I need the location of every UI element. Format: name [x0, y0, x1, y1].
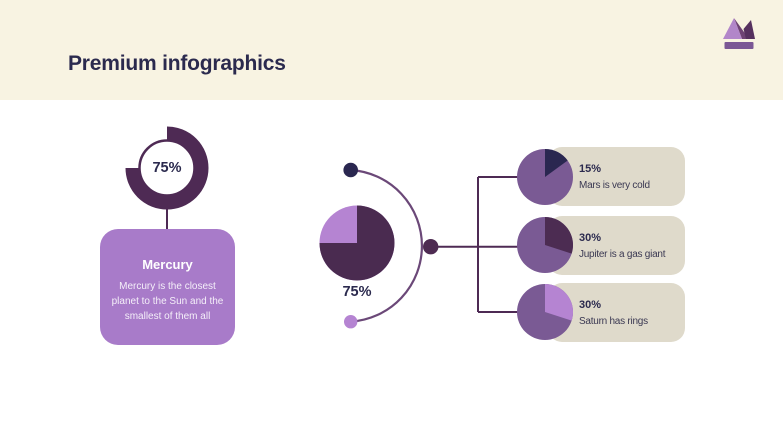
pie-wedge — [545, 284, 573, 321]
pie-wedge — [545, 217, 573, 254]
mercury-donut-chart — [125, 126, 209, 210]
planet-pie-icon-jupiter — [517, 217, 573, 273]
planet-description: Saturn has rings — [579, 315, 648, 327]
planet-pie-icon-saturn — [517, 284, 573, 340]
page-title: Premium infographics — [68, 52, 286, 75]
flow-dot-middle — [423, 239, 439, 255]
mercury-connector-line — [165, 209, 168, 230]
mercury-card-description: Mercury is the closest planet to the Sun… — [111, 281, 224, 322]
mercury-card-title: Mercury — [142, 257, 193, 272]
flow-dot-bottom — [344, 315, 358, 329]
percent-label: 30% — [579, 231, 602, 244]
percent-label: 30% — [579, 298, 602, 311]
planet-description: Mars is very cold — [579, 179, 650, 191]
flow-arc — [350, 168, 424, 323]
donut-progress-arc — [125, 126, 209, 210]
pie-wedge — [545, 149, 568, 177]
percent-label: 15% — [579, 162, 602, 175]
center-pie-chart — [319, 205, 395, 281]
crown-icon — [723, 18, 755, 49]
planet-pie-icon-mars — [517, 149, 573, 205]
planet-description: Jupiter is a gas giant — [579, 248, 666, 260]
center-pie-percent-label: 75% — [342, 284, 372, 300]
mercury-card: Mercury Mercury is the closest planet to… — [100, 229, 235, 345]
flow-dot-top — [343, 162, 358, 178]
slide-header — [0, 0, 783, 100]
donut-percent-label: 75% — [152, 160, 182, 176]
pie-main-slice — [319, 205, 395, 281]
